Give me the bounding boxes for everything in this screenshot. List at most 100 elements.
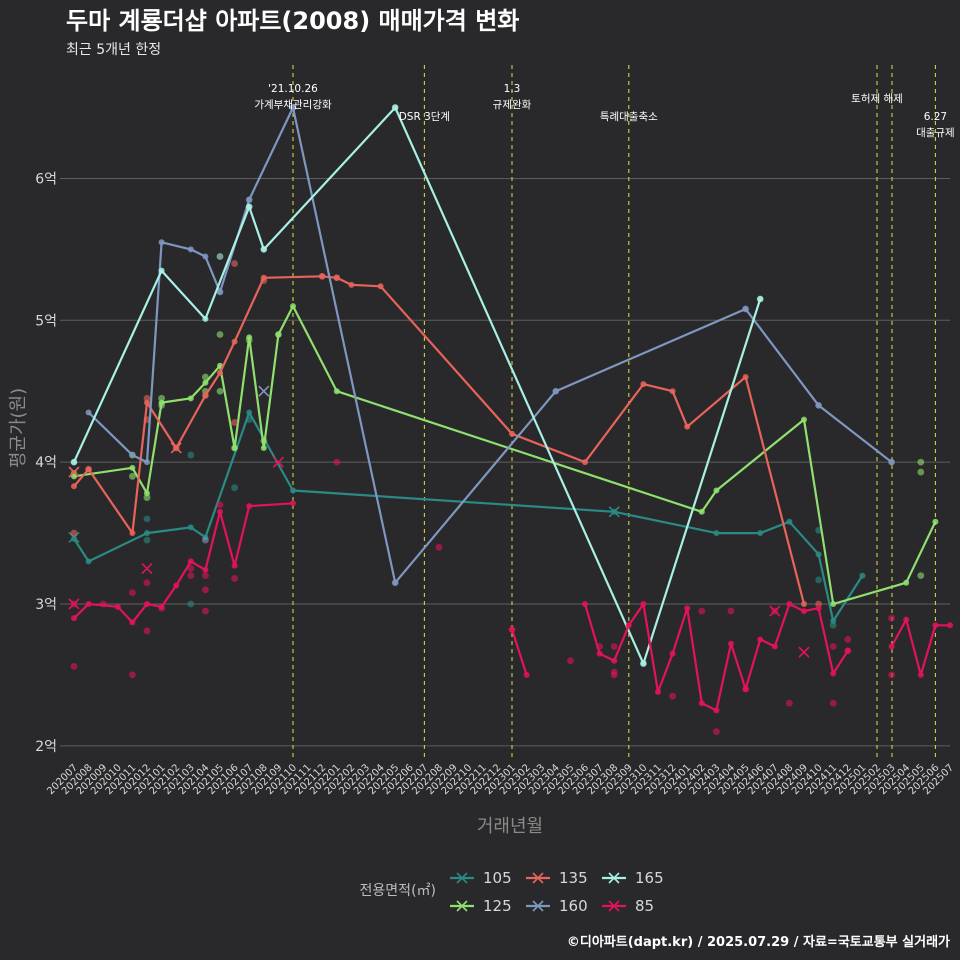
annotation-label: 가계부채관리강화 bbox=[254, 99, 332, 111]
scatter-point bbox=[698, 607, 706, 615]
legend-label: 85 bbox=[635, 897, 654, 915]
data-point bbox=[757, 636, 764, 643]
data-point bbox=[698, 700, 705, 707]
data-point bbox=[815, 605, 822, 612]
data-point bbox=[246, 203, 253, 210]
data-point bbox=[655, 688, 661, 695]
scatter-point bbox=[187, 565, 195, 572]
legend: 105 125 135 160 165 85 bbox=[450, 869, 664, 915]
data-point bbox=[625, 622, 632, 629]
data-point bbox=[260, 274, 267, 281]
data-point bbox=[377, 283, 384, 290]
y-axis-ticks: 2억 3억 4억 5억 6억 bbox=[35, 171, 57, 754]
annotation-label: '21.10.26 bbox=[268, 83, 318, 95]
scatter-point bbox=[216, 331, 224, 338]
scatter-point bbox=[713, 728, 720, 736]
legend-label: 135 bbox=[559, 869, 588, 887]
data-point bbox=[786, 600, 793, 607]
y-tick-label: 6억 bbox=[35, 171, 57, 187]
x-axis-ticks: 2020072020082020092020102020112020122021… bbox=[45, 762, 956, 797]
legend-swatch-cross bbox=[532, 900, 544, 912]
data-point bbox=[231, 444, 238, 451]
cancelled-mark bbox=[798, 646, 810, 658]
scatter-point bbox=[231, 419, 239, 426]
data-point bbox=[888, 643, 895, 650]
data-point bbox=[903, 579, 910, 586]
data-point bbox=[684, 423, 691, 430]
series-line bbox=[510, 629, 528, 676]
data-point bbox=[71, 459, 77, 466]
annotation-label: 토허제 해제 bbox=[851, 92, 903, 105]
legend-item-165: 165 bbox=[602, 869, 664, 887]
data-point bbox=[71, 615, 77, 622]
y-tick-label: 3억 bbox=[35, 597, 57, 613]
legend-label: 105 bbox=[483, 869, 512, 887]
data-point bbox=[830, 618, 837, 624]
scatter-point bbox=[70, 662, 78, 670]
series-165 bbox=[70, 104, 764, 667]
annotation-label: DSR 3단계 bbox=[399, 111, 450, 123]
data-point bbox=[158, 399, 165, 406]
data-point bbox=[129, 464, 136, 471]
data-point bbox=[742, 686, 749, 693]
data-point bbox=[742, 305, 749, 312]
cancelled-mark bbox=[68, 531, 80, 543]
series-85 bbox=[68, 456, 953, 736]
cancelled-mark bbox=[68, 466, 80, 478]
data-point bbox=[71, 535, 77, 542]
data-point bbox=[552, 388, 559, 395]
data-point bbox=[684, 605, 691, 612]
y-tick-label: 4억 bbox=[35, 455, 57, 471]
series-line bbox=[72, 106, 762, 665]
annotation-label: 규제완화 bbox=[493, 98, 532, 111]
scatter-point bbox=[917, 458, 925, 466]
scatter-point bbox=[829, 699, 837, 707]
cancelled-mark bbox=[170, 442, 182, 454]
legend-title: 전용면적(㎡) bbox=[360, 883, 436, 899]
data-point bbox=[158, 267, 165, 274]
data-point bbox=[319, 273, 326, 280]
cancelled-mark bbox=[68, 598, 80, 610]
annotation-label: 1.3 bbox=[504, 83, 521, 95]
data-point bbox=[187, 246, 194, 253]
data-point bbox=[129, 530, 136, 537]
scatter-point bbox=[202, 572, 209, 580]
data-point bbox=[246, 503, 253, 510]
data-point bbox=[85, 409, 92, 416]
legend-item-160: 160 bbox=[526, 897, 588, 915]
scatter-point bbox=[610, 643, 618, 650]
data-point bbox=[85, 466, 92, 473]
chart-title: 두마 계룡더샵 아파트(2008) 매매가격 변화 bbox=[66, 7, 519, 35]
scatter-point bbox=[829, 621, 837, 629]
scatter-point bbox=[129, 671, 136, 679]
series-line bbox=[73, 502, 294, 624]
source-caption: ©디아파트(dapt.kr) / 2025.07.29 / 자료=국토교통부 실… bbox=[567, 934, 950, 950]
scatter-point bbox=[917, 468, 925, 476]
data-point bbox=[669, 388, 676, 395]
scatter-point bbox=[888, 671, 895, 679]
data-point bbox=[640, 600, 647, 607]
data-point bbox=[392, 579, 399, 586]
data-point bbox=[129, 619, 136, 626]
data-point bbox=[114, 603, 121, 610]
data-point bbox=[786, 518, 793, 525]
annotation-label: 특례대출축소 bbox=[600, 111, 658, 123]
data-point bbox=[728, 640, 734, 647]
scatter-point bbox=[435, 543, 443, 551]
data-point bbox=[888, 459, 895, 466]
series-160 bbox=[85, 104, 895, 587]
scatter-point bbox=[143, 536, 151, 544]
data-point bbox=[202, 315, 209, 322]
grid-lines bbox=[60, 177, 950, 747]
series-105 bbox=[68, 409, 866, 629]
data-point bbox=[333, 274, 340, 281]
series-line bbox=[73, 275, 806, 605]
data-point bbox=[260, 444, 267, 451]
legend-swatch-cross bbox=[532, 872, 544, 884]
legend-item-125: 125 bbox=[450, 897, 512, 915]
legend-swatch-cross bbox=[456, 900, 468, 912]
scatter-point bbox=[567, 657, 574, 665]
legend-label: 160 bbox=[559, 897, 588, 915]
series-marks bbox=[68, 104, 953, 736]
series-line bbox=[890, 618, 950, 676]
